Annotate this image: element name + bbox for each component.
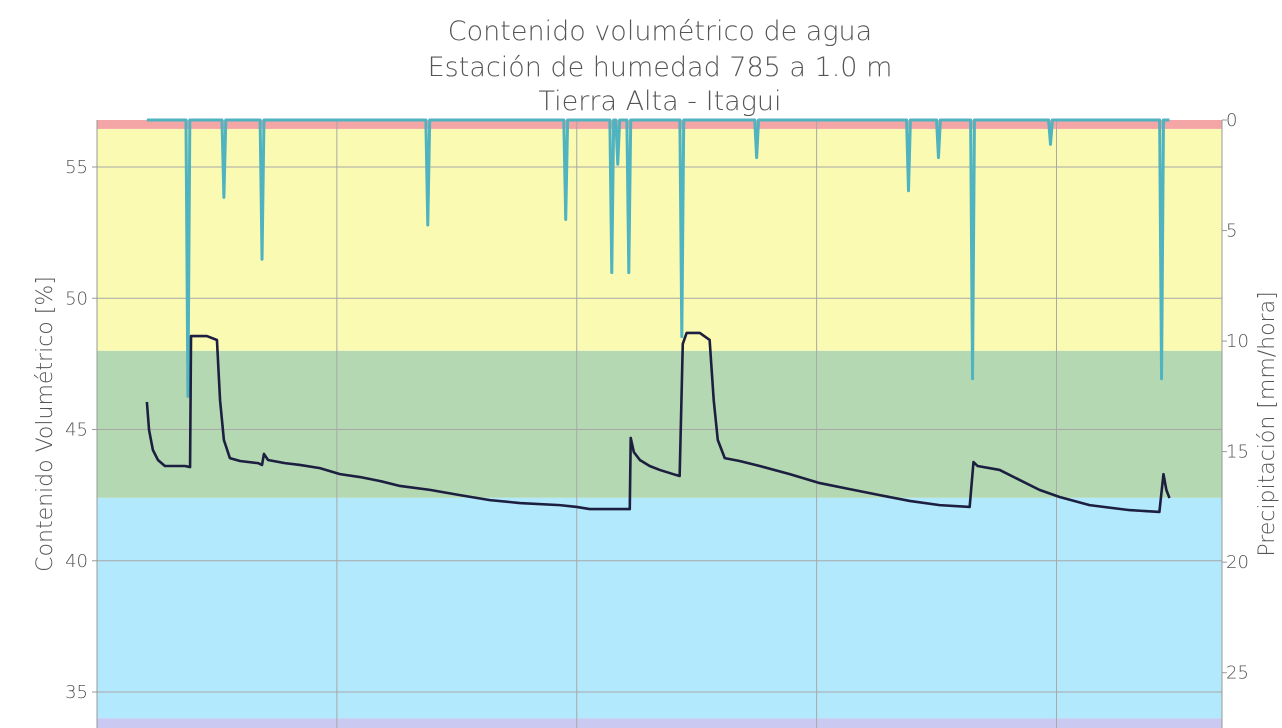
y2-tick-label: 25 [1226, 663, 1249, 684]
y2-tick-label: 20 [1226, 552, 1249, 573]
y-tick-label: 55 [65, 157, 88, 178]
y-tick-label: 45 [65, 420, 88, 441]
chart-subtitle: Estación de humedad 785 a 1.0 m [428, 52, 893, 83]
data-line [146, 118, 1170, 398]
y2-tick-label: 10 [1226, 331, 1249, 352]
chart-subtitle: Tierra Alta - Itagui [538, 86, 781, 117]
threshold-band [97, 718, 1222, 728]
threshold-band [97, 350, 1222, 498]
y-tick-label: 50 [65, 288, 88, 309]
y2-tick-label: 15 [1226, 442, 1249, 463]
threshold-band [97, 128, 1222, 351]
y2-tick-label: 0 [1226, 110, 1237, 131]
data-line [145, 331, 1171, 514]
y-tick-label: 40 [65, 551, 88, 572]
threshold-band [97, 120, 1222, 129]
y-tick-label: 35 [65, 682, 88, 703]
y-axis-label: Contenido Volumétrico [%] [33, 276, 58, 572]
threshold-band [97, 497, 1222, 719]
chart-title: Contenido volumétrico de agua [448, 16, 872, 47]
y2-tick-label: 5 [1226, 221, 1237, 242]
y2-axis-label: Precipitación [mm/hora] [1255, 291, 1280, 556]
